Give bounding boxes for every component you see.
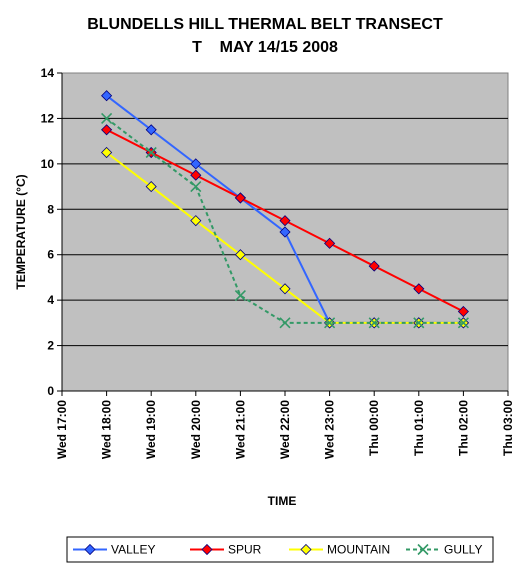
legend-item-valley: VALLEY: [73, 543, 155, 557]
marker: [457, 305, 469, 318]
marker: [145, 146, 157, 159]
marker: [190, 158, 202, 170]
marker: [190, 169, 202, 181]
marker: [101, 90, 113, 102]
y-tick-label: 14: [41, 66, 55, 80]
marker: [279, 226, 291, 238]
marker: [324, 317, 336, 329]
marker: [413, 317, 425, 329]
x-tick-label: Thu 00:00: [367, 400, 381, 456]
x-tick-label: Wed 21:00: [233, 400, 247, 459]
y-tick-label: 0: [47, 384, 54, 398]
marker: [190, 215, 202, 227]
x-axis-label: TIME: [268, 494, 297, 508]
y-tick-label: 8: [47, 202, 54, 216]
x-tick-label: Thu 03:00: [501, 400, 515, 456]
marker: [201, 543, 213, 556]
marker: [368, 260, 380, 272]
x-tick-label: Wed 19:00: [144, 400, 158, 459]
chart-title-line2: T MAY 14/15 2008: [192, 39, 338, 56]
chart-title-line1: BLUNDELLS HILL THERMAL BELT TRANSECT: [87, 16, 443, 33]
marker: [145, 124, 157, 136]
marker: [300, 543, 312, 556]
x-tick-label: Wed 18:00: [100, 400, 114, 459]
x-tick-label: Wed 22:00: [278, 400, 292, 459]
marker: [234, 290, 246, 302]
marker: [279, 283, 291, 295]
marker: [413, 283, 425, 295]
y-tick-label: 12: [41, 111, 55, 125]
legend-label: VALLEY: [111, 543, 155, 557]
x-tick-label: Thu 01:00: [412, 400, 426, 456]
legend-label: SPUR: [228, 543, 262, 557]
marker: [84, 543, 96, 556]
marker: [368, 317, 380, 329]
marker: [101, 124, 113, 136]
plot-area: 0 2 4 6 8 10 12 14 Wed 17:00 Wed 18:00 Wed 19:00 We…: [41, 66, 515, 459]
x-tick-label: Wed 17:00: [55, 400, 69, 459]
legend-item-spur: SPUR: [190, 543, 262, 557]
marker: [279, 317, 291, 329]
marker: [417, 543, 429, 556]
y-axis-label: TEMPERATURE (°C): [14, 174, 28, 289]
marker: [145, 181, 157, 193]
marker: [234, 249, 246, 261]
marker: [457, 317, 469, 329]
marker: [101, 112, 113, 124]
marker: [234, 192, 246, 204]
x-tick-label: Wed 23:00: [323, 400, 337, 459]
legend-label: GULLY: [444, 543, 482, 557]
x-tick-label: Thu 02:00: [456, 400, 470, 456]
y-tick-label: 4: [47, 293, 54, 307]
legend-item-mountain: MOUNTAIN: [289, 543, 390, 557]
y-tick-label: 10: [41, 157, 55, 171]
series-gully: [101, 112, 469, 329]
marker: [101, 146, 113, 159]
legend-label: MOUNTAIN: [327, 543, 390, 557]
marker: [324, 237, 336, 249]
y-tick-label: 6: [47, 248, 54, 262]
y-tick-label: 2: [47, 339, 54, 353]
x-tick-label: Wed 20:00: [189, 400, 203, 459]
marker: [279, 215, 291, 227]
marker: [190, 181, 202, 193]
legend: VALLEY SPUR MOUNTAIN GULLY: [66, 536, 494, 563]
legend-item-gully: GULLY: [406, 543, 482, 557]
